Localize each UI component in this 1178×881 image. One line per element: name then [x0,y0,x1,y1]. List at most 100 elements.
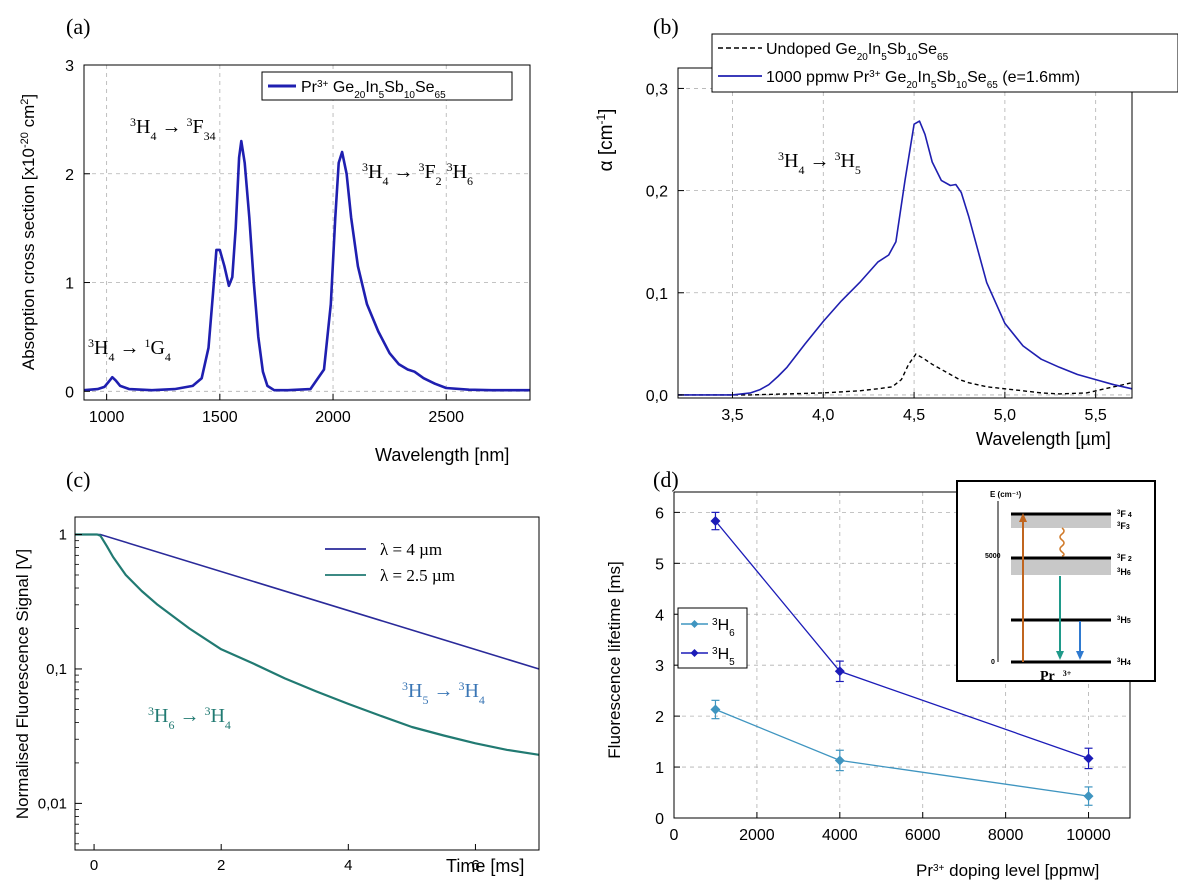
a-xticks: 1000 1500 2000 2500 [89,394,464,426]
d-legend: 3H6 3H5 [677,607,748,669]
c-ylabel: Normalised Fluorescence Signal [V] [13,549,32,819]
d-ytick-label: 0 [655,811,664,828]
inset-tick-0: 0 [991,659,995,666]
b-axes-frame [677,67,1133,399]
a-ytick-label: 2 [65,167,74,184]
inset-label-3f2: 3F 2 [1117,553,1132,563]
a-xtick-label: 2000 [315,409,351,426]
c-xtick-label: 0 [90,857,98,874]
d-ytick-label: 5 [655,556,664,573]
a-axes-frame [83,64,531,401]
inset-label-3f4: 3F 4 [1117,509,1132,519]
d-xtick-label: 10000 [1066,827,1111,844]
panel-b: (b) 3,5 4,0 4,5 5,0 5,5 0,0 0,1 0,2 0,3 Wavelen… [594,14,1178,449]
b-xtick-label: 4,5 [903,407,925,424]
d-series [710,511,1094,806]
a-ytick-label: 0 [65,384,74,401]
inset-ion-label: Pr 3+ [1040,669,1072,685]
d-legend-box [677,607,748,669]
b-legend-label-doped: 1000 ppmw Pr3+ Ge20In5Sb10Se65 (e=1.6mm) [766,69,1080,91]
c-xtick-label: 4 [344,857,352,874]
a-xtick-label: 2500 [428,409,464,426]
d-xticks: 0 2000 4000 6000 8000 10000 [670,812,1111,844]
a-legend-box [261,71,513,101]
panel-label-b: (b) [653,14,679,39]
c-ytick-label: 0,1 [46,661,67,678]
b-legend: Undoped Ge20In5Sb10Se65 1000 ppmw Pr3+ G… [711,33,1178,93]
inset-emission-arrowhead-teal [1056,651,1064,660]
inset-label-3h4: 3H4 [1117,657,1131,667]
a-yticks: 0 1 2 3 [65,58,90,401]
c-series-4um-line [75,533,540,670]
d-3h6-point [710,704,721,715]
c-legend-label-4um: λ = 4 µm [380,540,442,559]
a-series [83,139,530,392]
a-legend-label: Pr3+ Ge20In5Sb10Se65 [301,79,446,101]
b-legend-box [711,33,1178,93]
a-ytick-label: 3 [65,58,74,75]
b-series-doped-line [678,120,1133,396]
panel-a: (a) 1000 1500 2000 2500 0 1 2 3 Wavelength [nm… [19,14,531,465]
a-legend: Pr3+ Ge20In5Sb10Se65 [261,71,513,101]
inset-label-3f3: 3F3 [1117,521,1130,531]
b-grid [678,68,1132,398]
inset-label-3h5: 3H5 [1117,615,1131,625]
c-xticks: 0 2 4 6 [90,844,480,874]
a-annotation-3f2-3h6: 3H4 → 3F2 3H6 [362,160,473,188]
d-xtick-label: 0 [670,827,679,844]
a-xtick-label: 1500 [202,409,238,426]
c-annotation-3h6-3h4: 3H6 → 3H4 [148,704,231,732]
d-ylabel: Fluorescence lifetime [ms] [605,561,624,758]
d-ytick-label: 6 [655,505,664,522]
b-ytick-label: 0,0 [646,388,668,405]
panel-label-a: (a) [66,14,90,39]
inset-pump-arrowhead [1019,513,1027,522]
d-xtick-label: 6000 [905,827,941,844]
a-annotation-1g4: 3H4 → 1G4 [88,336,171,364]
inset-ylabel: E (cm⁻¹) [990,490,1022,499]
a-annotation-3f34: 3H4 → 3F34 [130,115,216,143]
c-axes-frame [74,516,540,851]
b-ytick-label: 0,3 [646,81,668,98]
d-legend-label-3h5: 3H5 [712,646,735,668]
c-xtick-label: 6 [471,857,479,874]
inset-nonradiative-relaxation [1059,527,1065,557]
inset-band-3f2-3h6 [1011,558,1111,575]
b-ylabel: α [cm-1] [594,109,617,172]
b-xtick-label: 5,5 [1085,407,1107,424]
panel-c: (c) 0 2 4 6 0,01 0,1 1 Time [ms] Normalised F… [13,467,540,876]
inset-label-3h6: 3H6 [1117,567,1131,577]
panel-label-c: (c) [66,467,90,492]
b-xticks: 3,5 4,0 4,5 5,0 5,5 [721,392,1107,424]
d-series-3h6-line [715,708,1089,797]
b-xtick-label: 3,5 [721,407,743,424]
c-series [75,533,540,756]
b-xlabel: Wavelength [µm] [976,429,1111,449]
d-legend-marker-3h6 [690,620,699,628]
d-legend-label-3h6: 3H6 [712,617,735,639]
b-xtick-label: 5,0 [994,407,1016,424]
b-series [678,120,1133,396]
c-series-2.5um-line [75,533,540,756]
d-3h6-point [1083,791,1094,802]
d-yticks: 0 1 2 3 4 5 6 [655,505,680,828]
a-ylabel: Absorption cross section [x10-20 cm2] [19,94,38,370]
c-ytick-label: 0,01 [38,795,67,812]
a-ytick-label: 1 [65,276,74,293]
d-legend-marker-3h5 [690,649,699,657]
c-xlabel: Time [ms] [446,856,524,876]
panel-label-d: (d) [653,467,679,492]
d-3h6-point [834,755,845,766]
inset-band-3f [1011,514,1111,528]
c-xtick-label: 2 [217,857,225,874]
d-xtick-label: 2000 [739,827,775,844]
panel-d: (d) 0 2000 4000 6000 8000 10000 0 1 2 3 4 5 6 Pr3+ … [605,467,1156,880]
c-annotation-3h5-3h4: 3H5 → 3H4 [402,679,485,707]
d-xlabel: Pr3+ doping level [ppmw] [916,861,1099,880]
d-3h5-point [1083,753,1094,764]
d-ytick-label: 1 [655,760,664,777]
a-series-pr-line [83,139,530,392]
c-yticks: 0,01 0,1 1 [38,527,82,845]
d-3h5-point [834,666,845,677]
